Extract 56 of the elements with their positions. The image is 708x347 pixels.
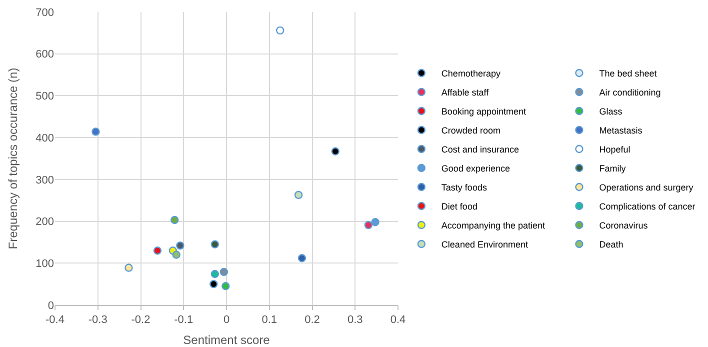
legend-label: Crowded room — [441, 126, 500, 136]
point — [172, 250, 180, 259]
legend-label: Metastasis — [599, 126, 643, 136]
legend-label: Complications of cancer — [599, 202, 696, 212]
legend-label: Booking appointment — [441, 106, 526, 117]
y-tick-label: 600 — [36, 48, 54, 61]
legend-label: Cost and insurance — [441, 144, 519, 155]
legend-label: Chemotherapy — [441, 68, 501, 79]
legend-label: Affable staff — [441, 88, 490, 98]
y-tick-label: 200 — [36, 216, 54, 228]
point — [364, 220, 373, 230]
y-tick-label: 400 — [36, 132, 54, 144]
y-tick-label: 500 — [36, 90, 54, 103]
legend-label: Diet food — [441, 202, 478, 212]
legend-label: Cleaned Environment — [441, 240, 528, 250]
legend-label: Tasty foods — [441, 182, 488, 193]
point — [298, 254, 306, 262]
legend-label: The bed sheet — [599, 68, 658, 79]
y-axis-title: Frequency of topics occurance (n) — [6, 68, 20, 250]
x-tick-label: 0.2 — [304, 314, 320, 326]
point — [170, 216, 179, 224]
point — [210, 270, 220, 278]
point — [371, 218, 380, 226]
legend-label: Good experience — [441, 164, 510, 174]
point — [210, 280, 218, 288]
legend-label: Hopeful — [599, 144, 630, 155]
x-tick-label: 0.4 — [390, 314, 406, 326]
point — [176, 241, 184, 250]
y-tick-label: 0 — [48, 300, 54, 312]
x-tick-label: 0 — [223, 314, 230, 326]
point — [222, 282, 230, 290]
point — [220, 268, 228, 276]
x-tick-label: 0.3 — [347, 314, 363, 326]
x-tick-label: 0.1 — [262, 314, 278, 326]
legend-label: Operations and surgery — [599, 182, 694, 193]
y-tick-label: 300 — [36, 174, 54, 186]
point — [153, 246, 162, 255]
legend-label: Family — [599, 164, 626, 174]
legend-label: Accompanying the patient — [441, 220, 546, 231]
legend-label: Air conditioning — [599, 88, 661, 98]
y-tick-label: 100 — [36, 258, 54, 270]
point — [294, 190, 303, 200]
x-tick-label: -0.3 — [88, 314, 108, 326]
point — [276, 26, 284, 35]
point — [92, 128, 100, 136]
x-axis-title: Sentiment score — [183, 333, 270, 347]
legend-label: Death — [599, 240, 624, 250]
legend-label: Coronavirus — [599, 220, 648, 231]
point — [331, 147, 340, 156]
point — [210, 240, 220, 248]
x-tick-label: -0.4 — [46, 314, 64, 326]
x-tick-label: -0.1 — [174, 314, 194, 326]
x-tick-label: -0.2 — [131, 314, 150, 326]
y-tick-label: 700 — [36, 6, 54, 19]
point — [124, 264, 133, 272]
legend-label: Glass — [599, 106, 623, 117]
